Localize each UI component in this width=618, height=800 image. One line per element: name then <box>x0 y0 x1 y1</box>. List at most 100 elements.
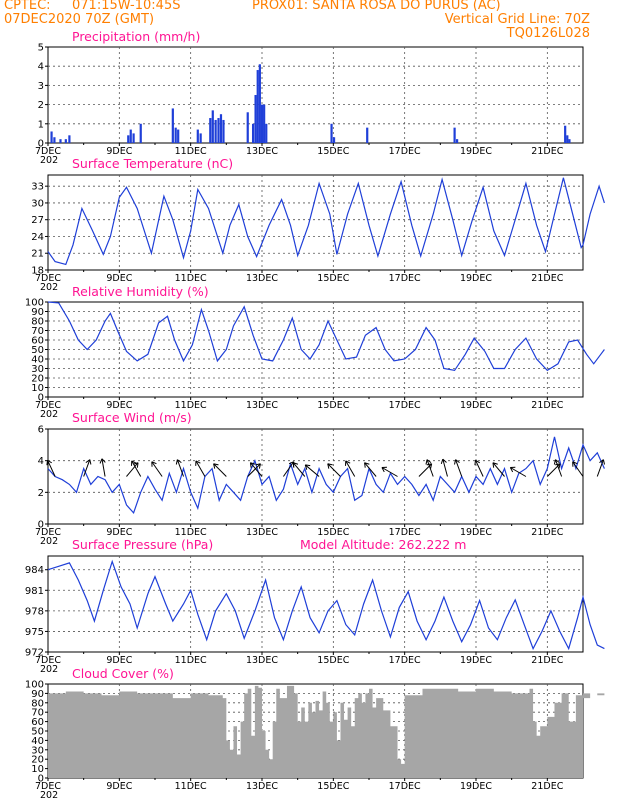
wind-arrow <box>440 458 448 477</box>
wind-arrow-head <box>492 462 498 465</box>
precip-bar <box>59 139 62 143</box>
wind-arrow-head <box>442 458 447 463</box>
header-date: 07DEC2020 70Z (GMT) <box>4 12 155 27</box>
wind-arrow-shaft <box>572 461 584 477</box>
x-tick-label: 11DEC <box>175 527 207 538</box>
wind-arrow-shaft <box>151 461 163 477</box>
x-tick-label: 21DEC <box>531 781 563 792</box>
header-station: PROX01: SANTA ROSA DO PURUS (AC) <box>252 0 501 13</box>
y-tick-label: 50 <box>31 727 44 738</box>
precip-bar <box>568 139 571 143</box>
panel-title: Cloud Cover (%) <box>72 666 174 681</box>
wind-arrow <box>327 463 341 477</box>
wind-arrow <box>175 459 185 477</box>
precip-bar <box>246 112 249 143</box>
wind-arrow <box>131 460 142 477</box>
y-tick-label: 70 <box>31 708 44 719</box>
precip-bar <box>453 127 456 143</box>
wind-arrow <box>46 459 56 477</box>
x-tick-label: 17DEC <box>389 655 421 666</box>
precip-bar <box>199 133 202 143</box>
y-tick-label: 981 <box>25 586 44 597</box>
panel-title: Surface Pressure (hPa) <box>72 537 213 552</box>
wind-arrow-shaft <box>101 458 106 477</box>
wind-arrow-head <box>288 461 294 465</box>
wind-arrow <box>596 459 605 477</box>
x-tick-label: 21DEC <box>531 273 563 284</box>
wind-arrow-head <box>327 463 333 466</box>
y-tick-label: 70 <box>31 326 44 337</box>
x-tick-label: 21DEC <box>531 400 563 411</box>
wind-arrow-head <box>475 459 481 464</box>
wind-arrow-shaft <box>131 460 142 477</box>
wind-arrow-head <box>305 464 311 467</box>
y-tick-label: 10 <box>31 764 44 775</box>
x-tick-label: 17DEC <box>389 781 421 792</box>
y-tick-label: 100 <box>25 680 44 691</box>
wind-arrow-shaft <box>381 467 398 477</box>
wind-arrow <box>304 464 320 477</box>
wind-arrow <box>249 462 263 477</box>
wind-arrow-head <box>101 458 106 463</box>
precip-bar <box>222 119 225 143</box>
y-tick-label: 60 <box>31 336 44 347</box>
header-grid-line: Vertical Grid Line: 70Z <box>444 12 590 27</box>
wind-arrow-shaft <box>304 464 320 477</box>
precip-bar <box>129 129 132 143</box>
y-tick-label: 21 <box>31 249 44 260</box>
y-tick-label: 0 <box>38 774 44 785</box>
wind-arrow-head <box>430 463 433 469</box>
wind-arrow-head <box>47 459 53 464</box>
wind-arrow-head <box>293 462 299 465</box>
x-tick-label: 17DEC <box>389 273 421 284</box>
x-tick-label: 11DEC <box>175 655 207 666</box>
precip-bar <box>50 131 53 143</box>
wind-arrow-shaft <box>442 458 448 477</box>
y-tick-label: 80 <box>31 317 44 328</box>
precip-bar <box>332 137 336 143</box>
wind-arrow-head <box>509 467 514 473</box>
precip-bar <box>132 133 135 143</box>
x-tick-label: 19DEC <box>460 400 492 411</box>
precip-bar <box>265 123 268 143</box>
x-tick-label: 9DEC <box>106 400 132 411</box>
x-tick-label: 13DEC <box>246 146 278 157</box>
wind-arrow <box>509 466 527 477</box>
y-tick-label: 5 <box>38 43 44 54</box>
panel-title: Surface Wind (m/s) <box>72 410 192 425</box>
x-tick-label: 13DEC <box>246 781 278 792</box>
wind-arrow-head <box>455 459 460 464</box>
precip-bar <box>251 123 255 143</box>
wind-arrow-head <box>426 459 432 464</box>
wind-arrow-head <box>364 462 370 465</box>
x-year-label: 202 <box>40 536 58 547</box>
y-tick-label: 18 <box>31 266 44 277</box>
x-tick-label: 9DEC <box>106 273 132 284</box>
y-tick-label: 6 <box>38 425 44 436</box>
precip-bar <box>171 108 174 143</box>
y-tick-label: 972 <box>25 648 44 659</box>
x-tick-label: 21DEC <box>531 655 563 666</box>
precip-bar <box>68 135 71 143</box>
x-tick-label: 13DEC <box>246 400 278 411</box>
panel-title: Relative Humidity (%) <box>72 284 209 299</box>
wind-arrow-head <box>345 460 351 464</box>
wind-arrow-head <box>213 463 219 466</box>
precip-bar <box>564 125 567 143</box>
x-tick-label: 15DEC <box>317 655 349 666</box>
precip-bar <box>258 64 261 143</box>
wind-arrow-head <box>258 463 261 469</box>
wind-arrow-head <box>213 463 216 469</box>
x-tick-label: 9DEC <box>106 781 132 792</box>
y-tick-label: 100 <box>25 298 44 309</box>
wind-arrow-shaft <box>213 463 227 477</box>
wind-arrow-shaft <box>345 460 356 477</box>
x-tick-label: 9DEC <box>106 527 132 538</box>
y-tick-label: 90 <box>31 689 44 700</box>
wind-arrow-head <box>364 462 366 468</box>
wind-arrow-head <box>599 459 604 464</box>
panel-title: Precipitation (mm/h) <box>72 29 200 44</box>
cloud-area <box>48 685 605 778</box>
x-tick-label: 7DEC <box>35 527 61 538</box>
